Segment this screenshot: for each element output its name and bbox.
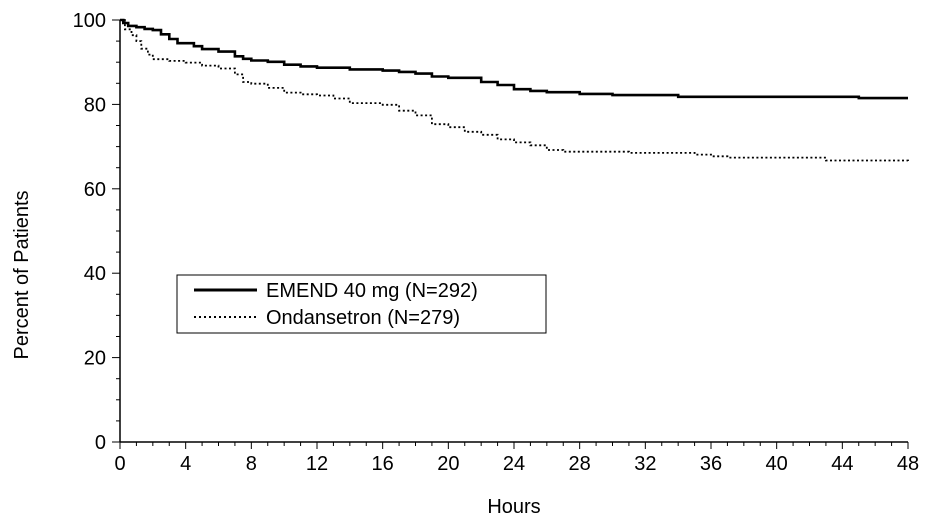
y-tick-label: 0 <box>95 432 106 454</box>
legend-box <box>176 274 547 334</box>
legend: EMEND 40 mg (N=292) Ondansetron (N=279) <box>176 274 547 334</box>
x-tick-label: 48 <box>897 453 919 475</box>
x-tick-label: 0 <box>114 453 125 475</box>
x-tick-label: 44 <box>831 453 853 475</box>
x-tick-label: 28 <box>569 453 591 475</box>
x-tick-label: 16 <box>372 453 394 475</box>
y-tick-label: 100 <box>73 10 106 32</box>
x-tick-label: 20 <box>437 453 459 475</box>
series-line-emend <box>120 18 908 100</box>
series-group <box>120 18 909 163</box>
axes <box>119 20 908 443</box>
y-tick-label: 80 <box>84 94 106 116</box>
x-tick-label: 12 <box>306 453 328 475</box>
x-tick-label: 32 <box>634 453 656 475</box>
y-tick-label: 60 <box>84 179 106 201</box>
x-tick-label: 24 <box>503 453 525 475</box>
x-axis-title: Hours <box>487 496 540 518</box>
x-tick-label: 4 <box>180 453 191 475</box>
x-tick-label: 8 <box>246 453 257 475</box>
legend-label-ondansetron: Ondansetron (N=279) <box>266 307 460 329</box>
y-tick-label: 40 <box>84 263 106 285</box>
series-line-ondansetron <box>120 19 909 163</box>
x-tick-label: 40 <box>766 453 788 475</box>
legend-label-emend: EMEND 40 mg (N=292) <box>266 280 478 302</box>
y-axis-title: Percent of Patients <box>11 191 33 360</box>
y-tick-label: 20 <box>84 348 106 370</box>
x-tick-label: 36 <box>700 453 722 475</box>
